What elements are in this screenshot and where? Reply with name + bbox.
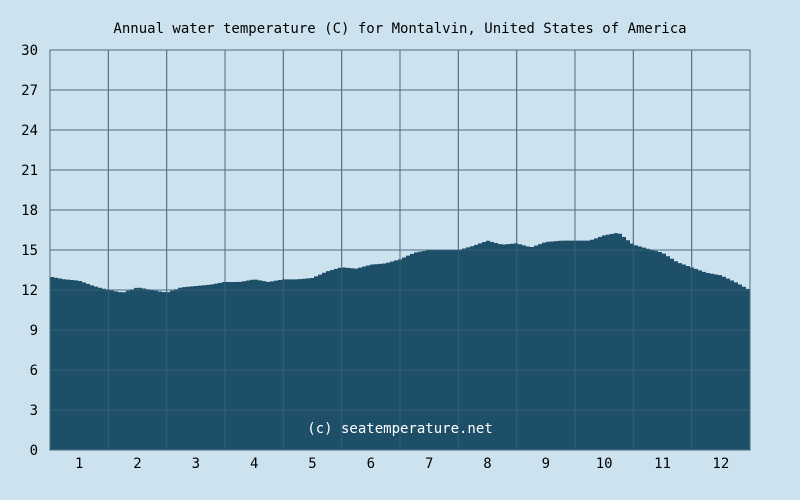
x-tick-label: 8: [483, 456, 491, 472]
x-tick-label: 5: [308, 456, 316, 472]
y-tick-label: 6: [30, 363, 38, 379]
y-tick-label: 30: [21, 43, 38, 59]
y-tick-label: 3: [30, 403, 38, 419]
x-tick-label: 1: [75, 456, 83, 472]
watermark: (c) seatemperature.net: [307, 421, 492, 437]
grid-overlay: [49, 49, 751, 451]
y-tick-label: 9: [30, 323, 38, 339]
x-tick-label: 2: [133, 456, 141, 472]
x-tick-label: 3: [192, 456, 200, 472]
x-tick-label: 12: [712, 456, 729, 472]
y-tick-label: 27: [21, 83, 38, 99]
x-tick-label: 11: [654, 456, 671, 472]
y-axis: 0 3 6 9 12 15 18 21 24 27 30: [21, 43, 38, 459]
plot-border: [49, 49, 751, 451]
y-tick-label: 12: [21, 283, 38, 299]
y-tick-label: 0: [30, 443, 38, 459]
x-tick-label: 4: [250, 456, 258, 472]
y-tick-label: 24: [21, 123, 38, 139]
chart-title: Annual water temperature (C) for Montalv…: [113, 21, 686, 37]
x-tick-label: 7: [425, 456, 433, 472]
x-axis: 1 2 3 4 5 6 7 8 9 10 11 12: [75, 456, 729, 472]
x-tick-label: 9: [542, 456, 550, 472]
y-tick-label: 15: [21, 243, 38, 259]
x-tick-label: 6: [367, 456, 375, 472]
x-tick-label: 10: [596, 456, 613, 472]
y-tick-label: 18: [21, 203, 38, 219]
y-tick-label: 21: [21, 163, 38, 179]
